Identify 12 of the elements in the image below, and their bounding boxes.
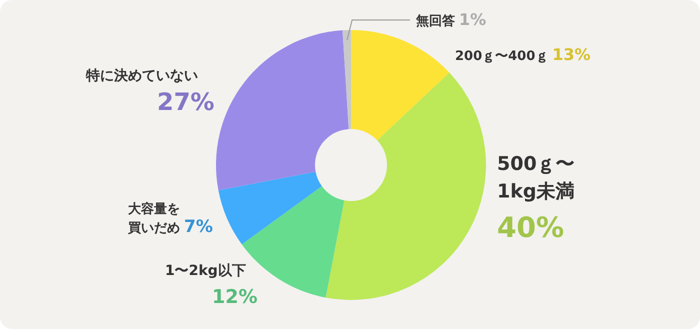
slice-label: 特に決めていない	[85, 68, 198, 84]
slice-label: 大容量を買いだめ	[128, 201, 180, 236]
data-label: 7%	[184, 216, 213, 237]
data-label: 40%	[497, 211, 564, 244]
data-label: 1%	[459, 10, 486, 29]
data-label: 27%	[157, 88, 214, 116]
data-label: 13%	[552, 45, 591, 64]
data-label: 12%	[212, 286, 258, 308]
slice-label: 200ｇ〜400ｇ	[455, 49, 548, 64]
slice-label: 1〜2kg以下	[165, 263, 246, 279]
slice-label: 500ｇ〜1kg未満	[497, 153, 575, 203]
slice-label: 無回答	[416, 14, 455, 29]
